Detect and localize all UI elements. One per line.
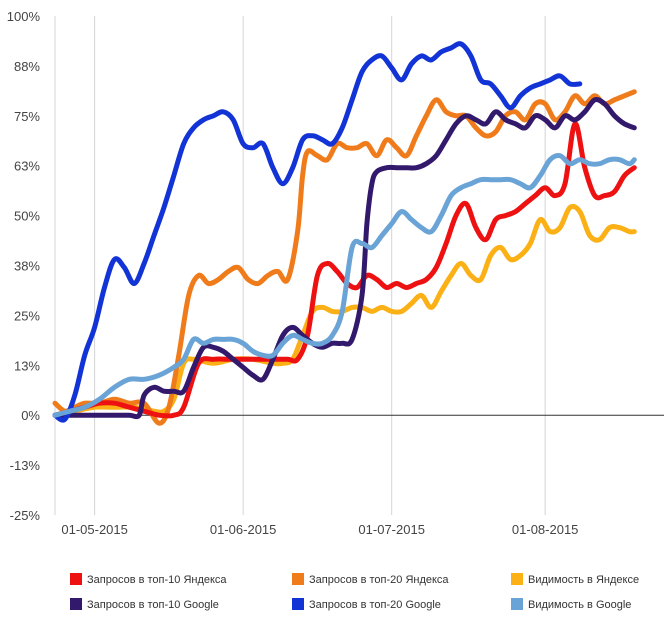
legend-swatch bbox=[70, 598, 82, 610]
y-tick-label: 50% bbox=[14, 209, 40, 224]
legend-item-4[interactable]: Запросов в топ-20 Google bbox=[292, 598, 441, 611]
legend-swatch bbox=[511, 573, 523, 585]
legend-label: Запросов в топ-20 Google bbox=[309, 599, 441, 611]
legend-swatch bbox=[292, 573, 304, 585]
y-axis-ticks: 100% 88% 75% 63% 50% 38% 25% 13% 0% -13% -25% bbox=[7, 9, 41, 523]
y-tick-label: 100% bbox=[7, 9, 41, 24]
x-axis-ticks: 01-05-2015 01-06-2015 01-07-2015 01-08-2015 bbox=[61, 522, 578, 537]
y-tick-label: 63% bbox=[14, 159, 40, 174]
legend: Запросов в топ-10 Яндекса Запросов в топ-… bbox=[70, 573, 639, 611]
series-lines bbox=[52, 41, 637, 426]
legend-item-3[interactable]: Запросов в топ-10 Google bbox=[70, 598, 219, 611]
legend-item-5[interactable]: Видимость в Google bbox=[511, 598, 631, 611]
x-tick-label: 01-05-2015 bbox=[61, 522, 128, 537]
series-line-3 bbox=[52, 96, 637, 420]
y-tick-label: -25% bbox=[10, 508, 41, 523]
legend-swatch bbox=[70, 573, 82, 585]
x-tick-label: 01-08-2015 bbox=[512, 522, 579, 537]
y-tick-label: 38% bbox=[14, 259, 40, 274]
y-tick-label: 25% bbox=[14, 308, 40, 323]
y-tick-label: -13% bbox=[10, 458, 41, 473]
series-line-1 bbox=[52, 89, 637, 426]
legend-label: Видимость в Google bbox=[528, 599, 631, 611]
y-tick-label: 75% bbox=[14, 109, 40, 124]
legend-swatch bbox=[292, 598, 304, 610]
x-tick-label: 01-06-2015 bbox=[210, 522, 277, 537]
legend-item-1[interactable]: Запросов в топ-20 Яндекса bbox=[292, 573, 449, 586]
series-line-4 bbox=[52, 41, 583, 423]
x-tick-label: 01-07-2015 bbox=[358, 522, 425, 537]
series-line-0 bbox=[52, 121, 637, 419]
grid-lines bbox=[54, 16, 546, 515]
legend-item-0[interactable]: Запросов в топ-10 Яндекса bbox=[70, 573, 227, 586]
y-tick-label: 0% bbox=[21, 408, 40, 423]
legend-label: Видимость в Яндексе bbox=[528, 574, 639, 586]
y-tick-label: 88% bbox=[14, 59, 40, 74]
legend-label: Запросов в топ-10 Google bbox=[87, 599, 219, 611]
legend-label: Запросов в топ-10 Яндекса bbox=[87, 574, 227, 586]
legend-item-2[interactable]: Видимость в Яндексе bbox=[511, 573, 639, 586]
y-tick-label: 13% bbox=[14, 358, 40, 373]
series-line-5 bbox=[52, 153, 637, 418]
legend-swatch bbox=[511, 598, 523, 610]
legend-label: Запросов в топ-20 Яндекса bbox=[309, 574, 449, 586]
